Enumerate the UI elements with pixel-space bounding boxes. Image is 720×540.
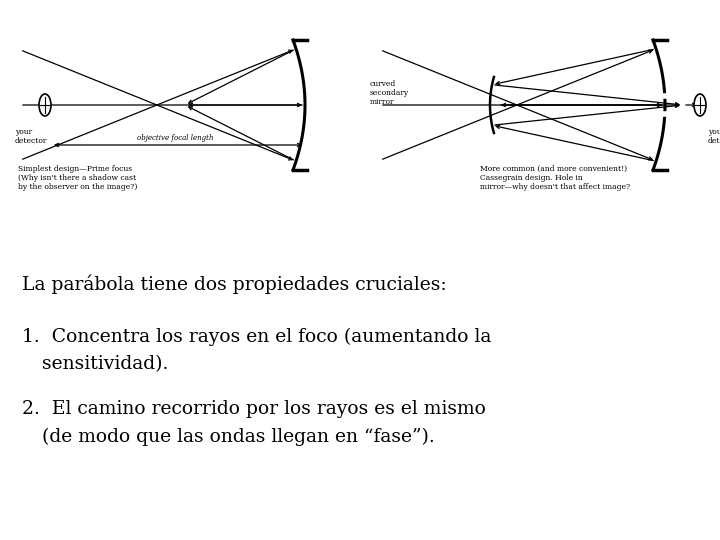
Text: (de modo que las ondas llegan en “fase”).: (de modo que las ondas llegan en “fase”)… [42,428,435,446]
Text: your
detector: your detector [15,128,48,145]
Text: 2.  El camino recorrido por los rayos es el mismo: 2. El camino recorrido por los rayos es … [22,400,486,418]
Text: your
detector: your detector [708,128,720,145]
Text: La parábola tiene dos propiedades cruciales:: La parábola tiene dos propiedades crucia… [22,275,446,294]
Ellipse shape [39,94,51,116]
Ellipse shape [694,94,706,116]
Text: Simplest design—Prime focus
(Why isn't there a shadow cast
by the observer on th: Simplest design—Prime focus (Why isn't t… [18,165,138,191]
Text: More common (and more convenient!)
Cassegrain design. Hole in
mirror—why doesn't: More common (and more convenient!) Casse… [480,165,630,191]
Text: objective focal length: objective focal length [137,134,213,142]
Text: curved
secondary
mirror: curved secondary mirror [370,80,409,106]
Text: sensitividad).: sensitividad). [42,355,168,373]
Text: 1.  Concentra los rayos en el foco (aumentando la: 1. Concentra los rayos en el foco (aumen… [22,328,491,346]
